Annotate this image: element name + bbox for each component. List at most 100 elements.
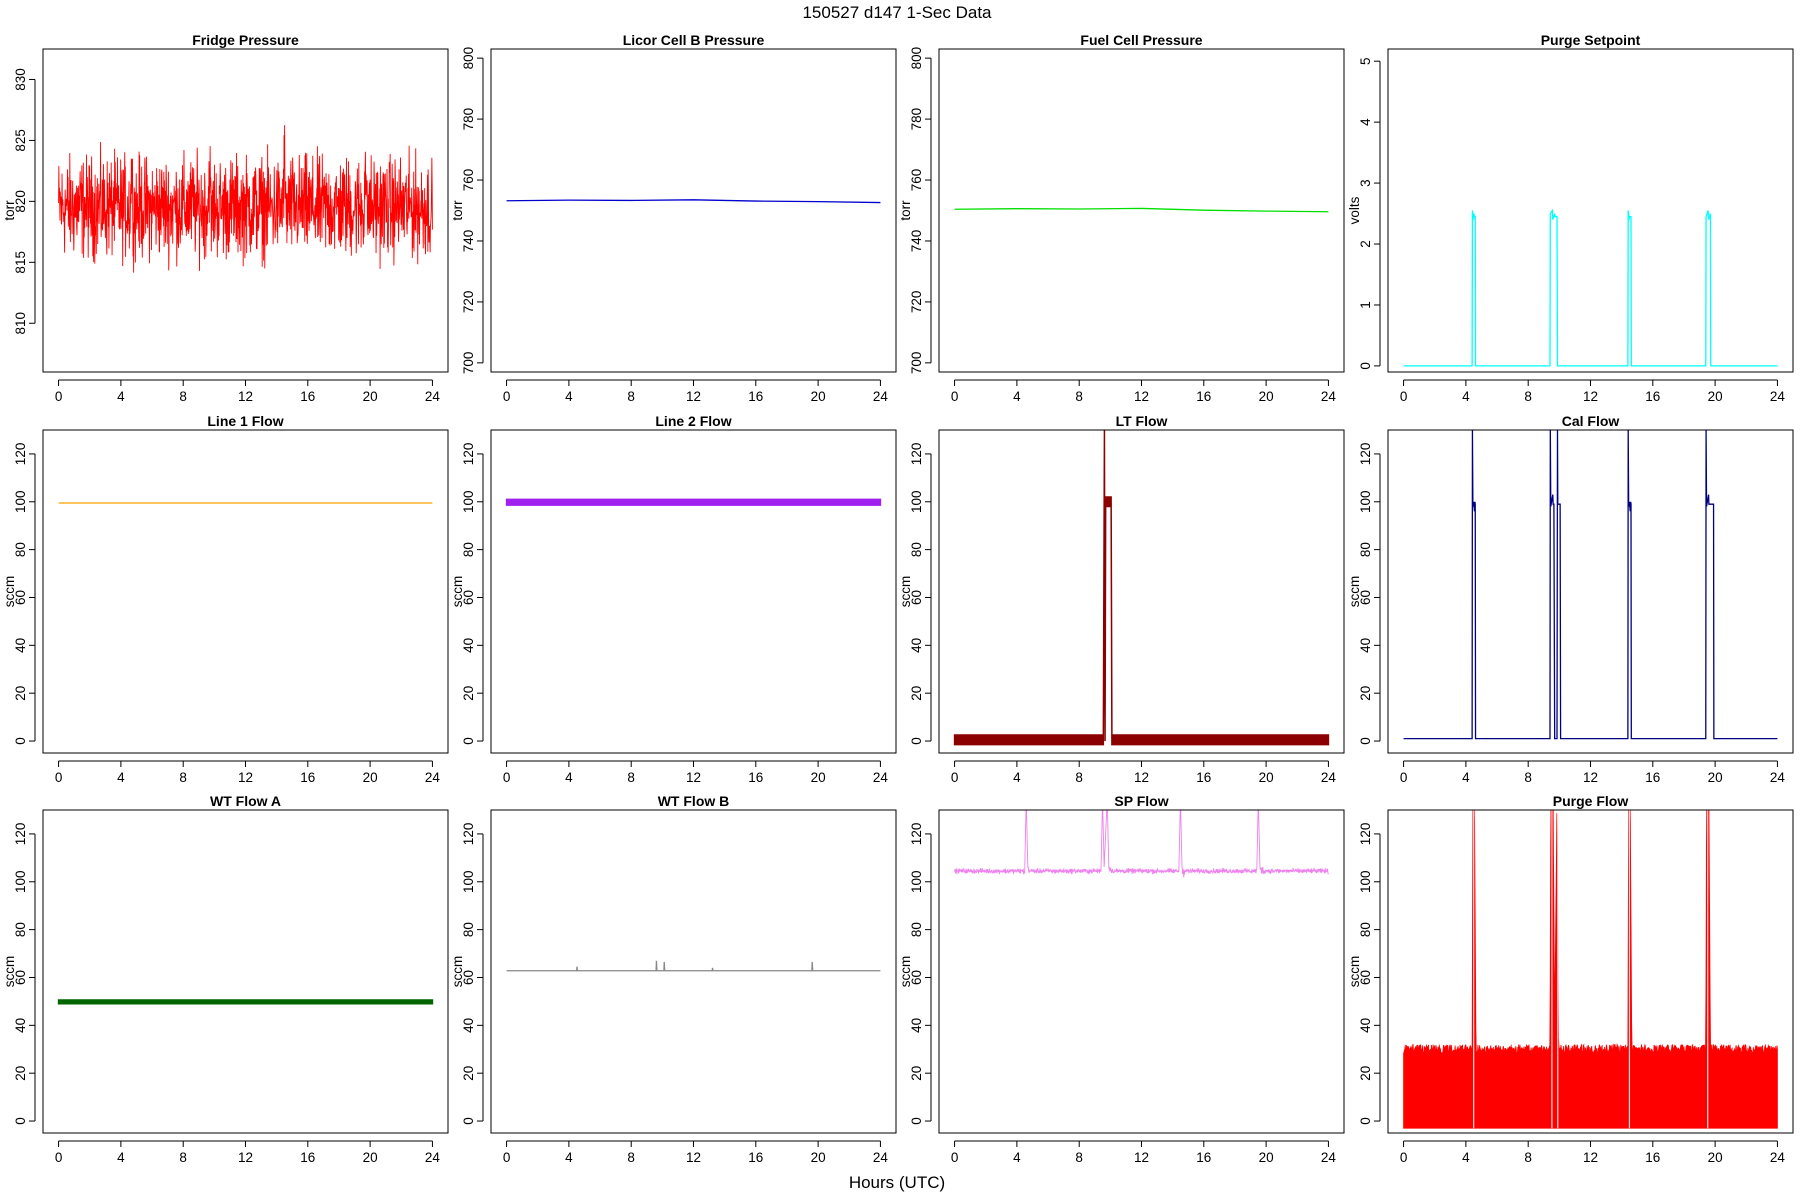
licor-cell-b-pressure-y-tick-label: 740 [461, 230, 476, 253]
fuel-cell-pressure-y-axis: 700 720 740 760 780 800 [909, 47, 932, 374]
licor-cell-b-pressure-y-tick-label: 780 [461, 108, 476, 131]
fridge-pressure-y-tick-label: 825 [13, 129, 28, 152]
fridge-pressure-title: Fridge Pressure [192, 32, 299, 48]
sp-flow-x-tick-label: 0 [951, 1150, 959, 1165]
licor-cell-b-pressure-frame [490, 48, 897, 373]
lt-flow-y-tick-label: 80 [909, 542, 924, 557]
fridge-pressure-x-tick-label: 24 [425, 389, 441, 404]
licor-cell-b-pressure-x-tick-label: 16 [748, 389, 763, 404]
wt-flow-a-x-tick-label: 4 [117, 1150, 125, 1165]
line-2-flow-x-axis: 0 4 8 12 16 20 24 [503, 760, 888, 785]
wt-flow-b-x-axis: 0 4 8 12 16 20 24 [503, 1140, 889, 1165]
wt-flow-a-y-tick-label: 60 [13, 970, 28, 985]
cal-flow-x-tick-label: 4 [1462, 770, 1470, 785]
wt-flow-b-y-tick-label: 120 [461, 823, 476, 846]
wt-flow-a-x-tick-label: 20 [363, 1150, 378, 1165]
purge-flow-x-tick-label: 0 [1400, 1150, 1408, 1165]
purge-flow-y-tick-label: 40 [1358, 1018, 1373, 1033]
lt-flow-x-tick-label: 4 [1013, 770, 1021, 785]
wt-flow-b-y-tick-label: 100 [461, 871, 476, 894]
line-1-flow-y-tick-label: 40 [13, 638, 28, 653]
sp-flow-title: SP Flow [1114, 793, 1168, 809]
cal-flow-y-tick-label: 40 [1358, 638, 1373, 653]
purge-setpoint-x-tick-label: 0 [1400, 389, 1408, 404]
licor-cell-b-pressure-plot-area [506, 199, 881, 204]
purge-setpoint-frame [1387, 48, 1794, 373]
fuel-cell-pressure-title: Fuel Cell Pressure [1080, 32, 1202, 48]
sp-flow-y-tick-label: 80 [909, 922, 924, 937]
purge-setpoint-series-1 [1403, 208, 1778, 367]
line-2-flow-title: Line 2 Flow [655, 413, 731, 429]
licor-cell-b-pressure-title: Licor Cell B Pressure [623, 32, 765, 48]
line-2-flow-y-tick-label: 0 [461, 737, 476, 745]
purge-flow-x-tick-label: 12 [1583, 1150, 1598, 1165]
wt-flow-b-series-1 [506, 960, 881, 972]
wt-flow-a-y-tick-label: 120 [13, 823, 28, 846]
purge-flow-y-tick-label: 100 [1358, 871, 1373, 894]
fridge-pressure-y-axis: 810 815 820 825 830 [13, 68, 36, 335]
lt-flow-x-axis: 0 4 8 12 16 20 24 [951, 760, 1336, 785]
purge-flow-y-tick-label: 80 [1358, 922, 1373, 937]
purge-flow-x-axis: 0 4 8 12 16 20 24 [1400, 1140, 1785, 1165]
purge-flow-y-tick-label: 20 [1358, 1066, 1373, 1081]
line-2-flow-x-tick-label: 0 [503, 770, 511, 785]
line-1-flow-y-axis-label: sccm [2, 576, 17, 608]
licor-cell-b-pressure-y-tick-label: 720 [461, 291, 476, 314]
purge-setpoint-y-axis-label: volts [1347, 196, 1362, 224]
line-1-flow-x-tick-label: 12 [238, 770, 253, 785]
cal-flow-x-tick-label: 0 [1400, 770, 1408, 785]
line-2-flow-y-tick-label: 100 [461, 491, 476, 514]
line-2-flow-frame [490, 429, 897, 754]
fridge-pressure-y-tick-label: 820 [13, 190, 28, 213]
licor-cell-b-pressure-y-tick-label: 800 [461, 47, 476, 70]
wt-flow-a-y-tick-label: 80 [13, 922, 28, 937]
purge-flow-y-tick-label: 0 [1358, 1117, 1373, 1125]
wt-flow-a-x-tick-label: 24 [425, 1150, 441, 1165]
licor-cell-b-pressure-y-axis-label: torr [450, 200, 465, 221]
wt-flow-b-y-tick-label: 40 [461, 1018, 476, 1033]
wt-flow-b-x-tick-label: 24 [873, 1150, 889, 1165]
wt-flow-b-x-tick-label: 12 [686, 1150, 701, 1165]
licor-cell-b-pressure-y-tick-label: 760 [461, 169, 476, 192]
lt-flow-y-tick-label: 20 [909, 686, 924, 701]
line-1-flow-x-tick-label: 0 [55, 770, 63, 785]
fridge-pressure-y-tick-label: 815 [13, 251, 28, 274]
sp-flow-plot-area [954, 810, 1329, 878]
fuel-cell-pressure-x-tick-label: 12 [1134, 389, 1149, 404]
wt-flow-a-y-tick-label: 20 [13, 1066, 28, 1081]
panel-line-1-flow: Line 1 Flow sccm 0 4 8 12 16 20 24 0 20 40 60 80 100 12… [2, 413, 449, 785]
lt-flow-x-tick-label: 16 [1196, 770, 1211, 785]
wt-flow-a-y-tick-label: 0 [13, 1117, 28, 1125]
purge-flow-y-axis-label: sccm [1347, 956, 1362, 988]
fridge-pressure-x-tick-label: 0 [55, 389, 63, 404]
purge-setpoint-plot-area [1403, 208, 1778, 367]
lt-flow-y-tick-label: 40 [909, 638, 924, 653]
fridge-pressure-y-tick-label: 810 [13, 312, 28, 335]
fridge-pressure-x-tick-label: 16 [300, 389, 315, 404]
fuel-cell-pressure-y-axis-label: torr [898, 200, 913, 221]
sp-flow-x-tick-label: 16 [1196, 1150, 1211, 1165]
purge-setpoint-x-tick-label: 16 [1645, 389, 1660, 404]
lt-flow-y-tick-label: 100 [909, 491, 924, 514]
wt-flow-a-frame [42, 809, 449, 1134]
lt-flow-y-tick-label: 60 [909, 590, 924, 605]
lt-flow-title: LT Flow [1116, 413, 1168, 429]
purge-setpoint-y-tick-label: 4 [1358, 118, 1373, 126]
fridge-pressure-plot-area [58, 125, 433, 273]
fridge-pressure-y-axis-label: torr [2, 200, 17, 221]
licor-cell-b-pressure-x-tick-label: 20 [811, 389, 826, 404]
line-2-flow-series-1 [505, 498, 882, 506]
fuel-cell-pressure-x-tick-label: 0 [951, 389, 959, 404]
sp-flow-y-tick-label: 20 [909, 1066, 924, 1081]
sp-flow-x-tick-label: 4 [1013, 1150, 1021, 1165]
cal-flow-y-tick-label: 0 [1358, 737, 1373, 745]
cal-flow-x-tick-label: 24 [1770, 770, 1786, 785]
lt-flow-y-tick-label: 0 [909, 737, 924, 745]
fridge-pressure-x-tick-label: 8 [179, 389, 187, 404]
line-1-flow-y-tick-label: 120 [13, 443, 28, 466]
licor-cell-b-pressure-x-tick-label: 4 [565, 389, 573, 404]
panel-cal-flow: Cal Flow sccm 0 4 8 12 16 20 24 0 20 40 60 80 100 120 [1347, 413, 1794, 785]
